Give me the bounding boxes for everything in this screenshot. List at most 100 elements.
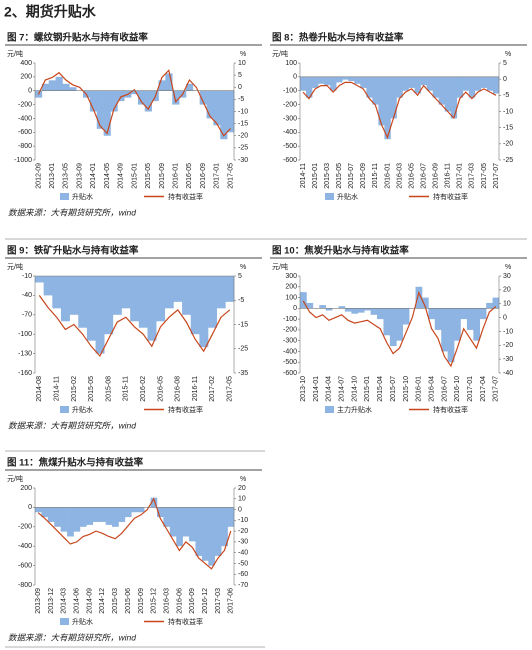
y-tick-label: 300 <box>285 273 297 280</box>
x-tick-label: 2017-01 <box>457 163 464 189</box>
y2-tick-label: -25 <box>238 346 248 353</box>
bar <box>415 286 423 309</box>
bar <box>220 90 228 140</box>
y2-tick-label: 20 <box>503 287 511 294</box>
x-tick-label: 2016-06 <box>176 588 183 614</box>
y2-tick-label: 30 <box>503 273 511 280</box>
x-tick-label: 2014-06 <box>74 588 81 614</box>
x-tick-label: 2015-09 <box>159 163 166 189</box>
bar <box>225 276 235 302</box>
bar <box>144 90 152 112</box>
bar <box>137 90 146 105</box>
y-tick-label: -800 <box>18 582 32 589</box>
legend-label: 升贴水 <box>72 405 93 414</box>
x-tick-label: 2017-01 <box>214 163 221 189</box>
legend-swatch <box>325 406 334 413</box>
bar <box>473 308 481 341</box>
y-tick-label: -400 <box>18 115 32 122</box>
x-tick-label: 2013-09 <box>35 588 42 614</box>
bar <box>78 276 88 328</box>
bar <box>137 507 145 513</box>
x-tick-label: 2017-07 <box>493 163 500 189</box>
bar <box>131 507 139 513</box>
bar <box>55 76 63 91</box>
x-tick-label: 2015-05 <box>88 376 95 402</box>
x-tick-label: 2016-01 <box>416 376 423 402</box>
y-tick-label: -300 <box>283 338 297 345</box>
x-tick-label: 2015-07 <box>390 376 397 402</box>
y-tick-label: -400 <box>283 129 297 136</box>
bar <box>156 507 164 518</box>
bar <box>131 90 139 95</box>
figure-title: 图 10：焦炭升贴水与持有收益率 <box>272 245 409 257</box>
legend-label: 持有收益率 <box>168 192 203 201</box>
x-tick-label: 2014-09 <box>118 163 125 189</box>
bar <box>420 76 427 86</box>
y2-tick-label: -15 <box>238 120 248 127</box>
x-tick-label: 2014-11 <box>53 376 60 401</box>
x-tick-label: 2015-05 <box>336 163 343 189</box>
bar <box>306 302 314 309</box>
bar <box>342 76 349 80</box>
x-tick-label: 2016-10 <box>454 376 461 402</box>
bar <box>41 83 50 91</box>
x-tick-label: 2015-03 <box>112 588 119 614</box>
y-tick-label: 0 <box>28 504 32 511</box>
bar <box>112 507 119 527</box>
y2-tick-label: -40 <box>238 550 248 557</box>
x-tick-label: 2014-08 <box>36 376 43 402</box>
x-tick-label: 2015-07 <box>348 163 355 189</box>
bar <box>54 507 61 527</box>
bar <box>227 507 235 527</box>
bar <box>138 276 148 328</box>
y2-tick-label: 5 <box>238 72 242 79</box>
legend-swatch <box>60 618 69 625</box>
legend-label: 持有收益率 <box>433 192 468 201</box>
y-tick-label: -400 <box>18 543 32 550</box>
y-tick-label: 0 <box>28 88 32 95</box>
bar <box>390 76 397 119</box>
x-tick-label: 2016-09 <box>200 163 207 189</box>
bar <box>319 305 326 309</box>
x-tick-label: 2016-05 <box>157 376 164 402</box>
x-tick-label: 2017-07 <box>493 376 500 402</box>
bar <box>73 507 81 532</box>
legend-swatch <box>60 406 69 413</box>
bar <box>366 76 373 98</box>
y-tick-label: 400 <box>20 60 32 67</box>
x-tick-label: 2017-05 <box>227 376 234 402</box>
bar <box>466 308 474 330</box>
bar <box>47 507 55 522</box>
bar <box>479 308 487 320</box>
bar <box>348 76 355 82</box>
bar <box>43 276 53 296</box>
bar <box>444 76 452 112</box>
y2-tick-label: -20 <box>238 133 248 140</box>
bar <box>164 276 174 309</box>
y2-tick-label: -25 <box>503 157 513 164</box>
y2-tick-label: 10 <box>238 496 246 503</box>
x-tick-label: 2016-05 <box>408 163 415 189</box>
y-tick-label: 200 <box>285 284 297 291</box>
y-tick-label: -500 <box>283 143 297 150</box>
x-tick-label: 2016-04 <box>428 376 435 402</box>
bar <box>486 76 494 91</box>
y2-tick-label: -15 <box>503 125 513 132</box>
x-tick-label: 2015-11 <box>123 376 130 401</box>
x-tick-label: 2013-09 <box>76 163 83 189</box>
bar <box>69 276 79 315</box>
figure-title: 图 8：热卷升贴水与持有收益率 <box>272 32 404 44</box>
bar <box>378 76 385 126</box>
section-heading: 2、期货升贴水 <box>4 4 97 20</box>
bar <box>318 76 325 84</box>
x-tick-label: 2015-04 <box>377 376 384 402</box>
y-axis-unit: 元/吨 <box>272 262 288 271</box>
x-tick-label: 2015-05 <box>145 163 152 189</box>
bar <box>384 76 391 140</box>
bar <box>104 276 114 335</box>
bar <box>408 76 415 88</box>
y-axis-unit: 元/吨 <box>7 49 23 58</box>
x-tick-label: 2016-07 <box>420 163 427 189</box>
y2-axis-unit: % <box>240 264 246 271</box>
y-tick-label: -500 <box>283 359 297 366</box>
